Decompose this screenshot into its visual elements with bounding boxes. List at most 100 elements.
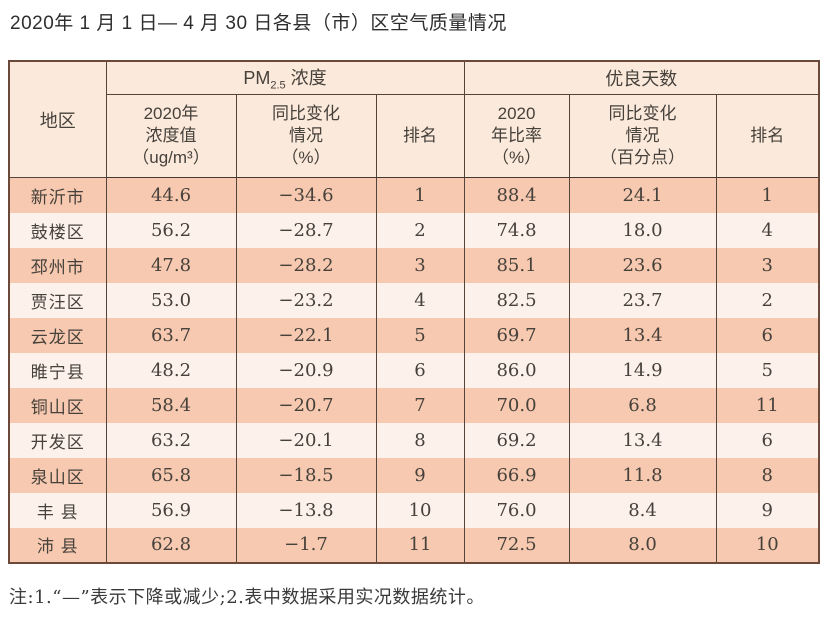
- cell-pm-change: −28.2: [235, 247, 377, 283]
- cell-region: 云龙区: [8, 317, 107, 353]
- header-pm-rank: 排名: [375, 94, 465, 178]
- cell-gd-rank: 9: [715, 492, 820, 528]
- cell-pm-rank: 5: [375, 317, 465, 353]
- cell-gd-change: 13.4: [568, 317, 717, 353]
- cell-pm-value: 56.9: [105, 492, 237, 528]
- cell-region: 睢宁县: [8, 352, 107, 388]
- cell-gd-change: 13.4: [568, 422, 717, 458]
- header-group-pm25: PM2.5 浓度: [105, 61, 465, 95]
- cell-pm-value: 58.4: [105, 387, 237, 423]
- cell-pm-rank: 2: [375, 212, 465, 248]
- table-row: 沛 县 62.8 −1.7 11 72.5 8.0 10: [8, 527, 820, 563]
- header-pm-value: 2020年 浓度值 （ug/m³）: [105, 94, 237, 178]
- cell-gd-ratio: 76.0: [463, 492, 570, 528]
- cell-gd-ratio: 85.1: [463, 247, 570, 283]
- cell-pm-change: −23.2: [235, 282, 377, 318]
- cell-pm-change: −20.9: [235, 352, 377, 388]
- group-header-row: 地区 PM2.5 浓度 优良天数: [8, 61, 820, 178]
- cell-pm-change: −13.8: [235, 492, 377, 528]
- header-group-good-days: 优良天数: [463, 61, 820, 95]
- cell-region: 贾汪区: [8, 282, 107, 318]
- cell-pm-change: −28.7: [235, 212, 377, 248]
- cell-gd-rank: 3: [715, 247, 820, 283]
- cell-region: 鼓楼区: [8, 212, 107, 248]
- cell-pm-value: 63.2: [105, 422, 237, 458]
- cell-gd-rank: 1: [715, 177, 820, 213]
- cell-gd-rank: 5: [715, 352, 820, 388]
- cell-pm-rank: 10: [375, 492, 465, 528]
- cell-region: 邳州市: [8, 247, 107, 283]
- cell-gd-rank: 6: [715, 422, 820, 458]
- cell-pm-value: 63.7: [105, 317, 237, 353]
- sub-header-row: 2020年 浓度值 （ug/m³） 同比变化 情况 （%） 排名 2020 年比…: [9, 94, 820, 178]
- cell-gd-change: 23.6: [568, 247, 717, 283]
- cell-gd-ratio: 72.5: [463, 527, 570, 563]
- table-row: 开发区 63.2 −20.1 8 69.2 13.4 6: [8, 422, 820, 458]
- cell-gd-rank: 2: [715, 282, 820, 318]
- footnote: 注:1.“—”表示下降或减少;2.表中数据采用实况数据统计。: [9, 587, 485, 608]
- cell-gd-change: 14.9: [568, 352, 717, 388]
- air-quality-table: 地区 PM2.5 浓度 优良天数 2020年 浓度值 （ug/m³） 同比变化 …: [8, 60, 821, 564]
- cell-gd-ratio: 88.4: [463, 177, 570, 213]
- cell-gd-change: 23.7: [568, 282, 717, 318]
- table-body: 新沂市 44.6 −34.6 1 88.4 24.1 1 鼓楼区 56.2 −2…: [8, 177, 820, 563]
- cell-region: 沛 县: [8, 527, 107, 563]
- table-row: 邳州市 47.8 −28.2 3 85.1 23.6 3: [8, 247, 820, 283]
- page-title: 2020年 1 月 1 日— 4 月 30 日各县（市）区空气质量情况: [10, 13, 507, 34]
- table-row: 新沂市 44.6 −34.6 1 88.4 24.1 1: [8, 177, 820, 213]
- cell-gd-ratio: 82.5: [463, 282, 570, 318]
- table-row: 丰 县 56.9 −13.8 10 76.0 8.4 9: [8, 492, 820, 528]
- cell-pm-rank: 7: [375, 387, 465, 423]
- cell-gd-change: 8.4: [568, 492, 717, 528]
- cell-gd-rank: 11: [715, 387, 820, 423]
- cell-pm-rank: 9: [375, 457, 465, 493]
- cell-pm-change: −18.5: [235, 457, 377, 493]
- cell-pm-value: 48.2: [105, 352, 237, 388]
- pm25-label-suffix: 浓度: [285, 68, 327, 89]
- cell-region: 丰 县: [8, 492, 107, 528]
- table-row: 泉山区 65.8 −18.5 9 66.9 11.8 8: [8, 457, 820, 493]
- cell-pm-value: 44.6: [105, 177, 237, 213]
- cell-gd-rank: 6: [715, 317, 820, 353]
- cell-pm-value: 65.8: [105, 457, 237, 493]
- cell-gd-ratio: 74.8: [463, 212, 570, 248]
- cell-pm-value: 47.8: [105, 247, 237, 283]
- header-gd-rank: 排名: [715, 94, 820, 178]
- cell-gd-change: 6.8: [568, 387, 717, 423]
- cell-pm-rank: 8: [375, 422, 465, 458]
- cell-pm-change: −22.1: [235, 317, 377, 353]
- cell-pm-rank: 1: [375, 177, 465, 213]
- cell-pm-rank: 6: [375, 352, 465, 388]
- table-header: 地区 PM2.5 浓度 优良天数 2020年 浓度值 （ug/m³） 同比变化 …: [8, 61, 820, 178]
- cell-pm-change: −34.6: [235, 177, 377, 213]
- cell-gd-ratio: 70.0: [463, 387, 570, 423]
- cell-gd-rank: 8: [715, 457, 820, 493]
- cell-pm-rank: 4: [375, 282, 465, 318]
- table-row: 鼓楼区 56.2 −28.7 2 74.8 18.0 4: [8, 212, 820, 248]
- cell-region: 铜山区: [8, 387, 107, 423]
- cell-pm-change: −20.7: [235, 387, 377, 423]
- cell-gd-change: 11.8: [568, 457, 717, 493]
- cell-gd-change: 8.0: [568, 527, 717, 563]
- pm25-label-prefix: PM: [243, 68, 271, 89]
- cell-gd-ratio: 69.2: [463, 422, 570, 458]
- table-row: 睢宁县 48.2 −20.9 6 86.0 14.9 5: [8, 352, 820, 388]
- cell-pm-value: 62.8: [105, 527, 237, 563]
- cell-pm-change: −1.7: [235, 527, 377, 563]
- cell-gd-change: 18.0: [568, 212, 717, 248]
- header-gd-ratio: 2020 年比率 （%）: [463, 94, 570, 178]
- cell-region: 泉山区: [8, 457, 107, 493]
- cell-gd-change: 24.1: [568, 177, 717, 213]
- cell-pm-value: 56.2: [105, 212, 237, 248]
- cell-pm-change: −20.1: [235, 422, 377, 458]
- header-gd-change: 同比变化 情况 （百分点）: [568, 94, 717, 178]
- table-row: 云龙区 63.7 −22.1 5 69.7 13.4 6: [8, 317, 820, 353]
- header-pm-change: 同比变化 情况 （%）: [235, 94, 377, 178]
- cell-gd-ratio: 66.9: [463, 457, 570, 493]
- table-row: 铜山区 58.4 −20.7 7 70.0 6.8 11: [8, 387, 820, 423]
- header-region: 地区: [8, 61, 107, 178]
- cell-gd-ratio: 69.7: [463, 317, 570, 353]
- cell-pm-rank: 11: [375, 527, 465, 563]
- cell-pm-rank: 3: [375, 247, 465, 283]
